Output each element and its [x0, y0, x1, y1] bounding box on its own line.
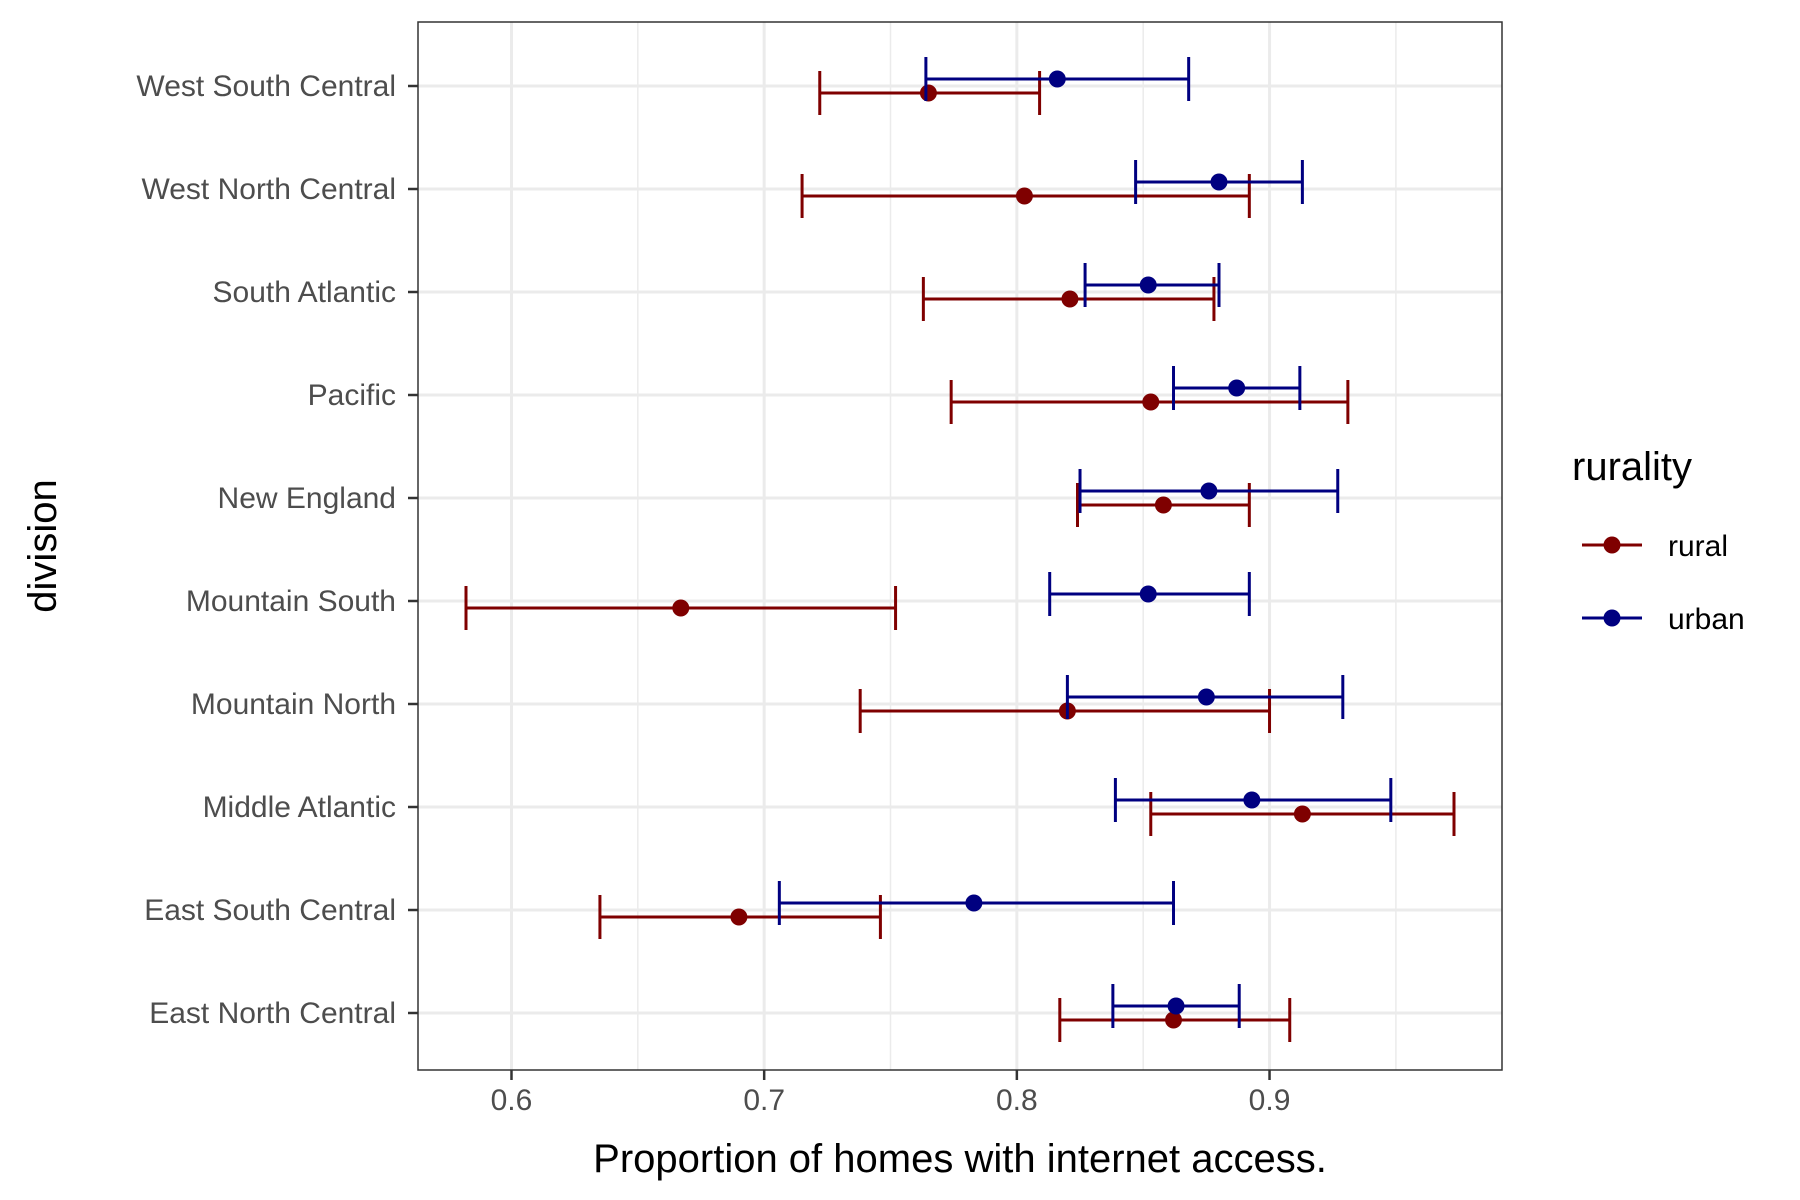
point-urban — [1200, 482, 1218, 500]
y-tick-label: South Atlantic — [213, 276, 396, 309]
data-marks — [464, 57, 1456, 1042]
legend-label-rural: rural — [1668, 530, 1728, 563]
y-tick-label: Mountain North — [191, 688, 396, 721]
point-rural — [1142, 393, 1160, 411]
y-tick-label: Pacific — [308, 379, 396, 412]
y-tick-label: East South Central — [144, 894, 396, 927]
y-tick-label: New England — [218, 482, 396, 515]
legend: rurality rural urban — [1572, 445, 1745, 636]
legend-label-urban: urban — [1668, 603, 1745, 636]
point-rural — [1154, 496, 1172, 514]
y-axis: East North Central East South Central Midd… — [136, 70, 418, 1030]
legend-key-point-urban — [1603, 609, 1621, 627]
point-urban — [1243, 791, 1261, 809]
point-rural — [919, 84, 937, 102]
point-urban — [1139, 276, 1157, 294]
x-axis-title: Proportion of homes with internet access… — [593, 1137, 1327, 1181]
x-tick-label: 0.8 — [996, 1084, 1038, 1117]
point-rural — [730, 908, 748, 926]
y-tick-label: West South Central — [136, 70, 396, 103]
y-gridlines — [418, 84, 1502, 1015]
plot-panel-border — [417, 21, 1503, 1071]
point-urban — [1048, 70, 1066, 88]
y-tick-label: East North Central — [149, 997, 396, 1030]
series-rural — [464, 71, 1456, 1042]
y-tick-label: Middle Atlantic — [203, 791, 396, 824]
x-tick-label: 0.9 — [1249, 1084, 1291, 1117]
series-urban — [777, 57, 1393, 1028]
x-axis: 0.6 0.7 0.8 0.9 — [491, 1070, 1291, 1117]
legend-title: rurality — [1572, 445, 1692, 489]
y-tick-label: Mountain South — [186, 585, 396, 618]
y-tick-label: West North Central — [141, 173, 396, 206]
legend-key-rural — [1582, 536, 1642, 554]
x-tick-label: 0.7 — [743, 1084, 785, 1117]
x-tick-label: 0.6 — [491, 1084, 533, 1117]
point-urban — [1167, 997, 1185, 1015]
point-rural — [1015, 187, 1033, 205]
point-urban — [1197, 688, 1215, 706]
point-rural — [1061, 290, 1079, 308]
point-urban — [1210, 173, 1228, 191]
point-urban — [965, 894, 983, 912]
point-rural — [1165, 1011, 1183, 1029]
y-axis-title: division — [21, 479, 65, 612]
legend-key-point-rural — [1603, 536, 1621, 554]
x-gridlines — [509, 22, 1397, 1070]
point-urban — [1139, 585, 1157, 603]
point-rural — [672, 599, 690, 617]
point-urban — [1228, 379, 1246, 397]
legend-key-urban — [1582, 609, 1642, 627]
point-rural — [1293, 805, 1311, 823]
